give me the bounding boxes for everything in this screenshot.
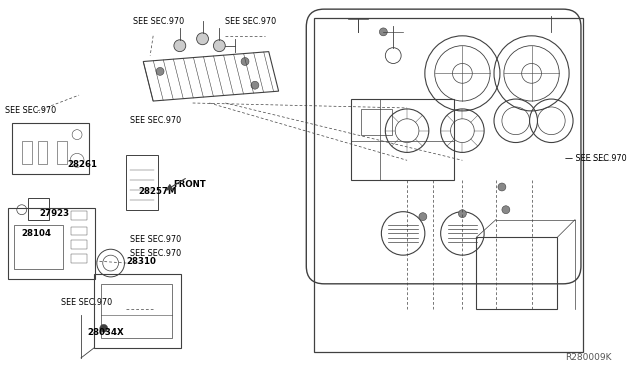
Bar: [8, 208, 95, 279]
Bar: [71, 227, 87, 235]
Text: 28261: 28261: [67, 160, 97, 169]
Text: R280009K: R280009K: [565, 353, 612, 362]
Bar: [360, 109, 392, 135]
Bar: [127, 155, 158, 210]
Circle shape: [241, 58, 249, 65]
Circle shape: [502, 206, 510, 214]
Text: 28310: 28310: [127, 257, 156, 266]
Bar: [12, 123, 89, 174]
Text: SEE SEC.970: SEE SEC.970: [5, 106, 56, 115]
Circle shape: [196, 33, 209, 45]
Bar: [28, 198, 49, 219]
Text: — SEE SEC.970: — SEE SEC.970: [565, 154, 627, 163]
Circle shape: [100, 324, 108, 332]
Circle shape: [251, 81, 259, 89]
Bar: [100, 284, 172, 338]
Bar: [314, 18, 583, 352]
Bar: [71, 254, 87, 263]
Text: SEE SEC.970: SEE SEC.970: [131, 235, 182, 244]
Bar: [22, 141, 31, 164]
Text: 28034X: 28034X: [87, 328, 124, 337]
Text: SEE SEC.970: SEE SEC.970: [61, 298, 113, 307]
Text: SEE SEC.970: SEE SEC.970: [225, 16, 276, 26]
Text: 28104: 28104: [22, 229, 52, 238]
Bar: [71, 211, 87, 219]
Text: SEE SEC.970: SEE SEC.970: [131, 249, 182, 258]
Circle shape: [458, 210, 467, 218]
Text: 28257M: 28257M: [138, 187, 177, 196]
Circle shape: [380, 28, 387, 36]
Text: FRONT: FRONT: [173, 180, 205, 189]
Text: 27923: 27923: [40, 209, 70, 218]
Bar: [476, 237, 557, 308]
Text: SEE SEC.970: SEE SEC.970: [133, 16, 184, 26]
Circle shape: [174, 40, 186, 52]
Bar: [58, 141, 67, 164]
Circle shape: [213, 40, 225, 52]
Circle shape: [419, 213, 427, 221]
Bar: [94, 274, 181, 348]
Text: SEE SEC.970: SEE SEC.970: [131, 116, 182, 125]
Bar: [38, 141, 47, 164]
Bar: [71, 240, 87, 249]
Circle shape: [156, 67, 164, 76]
Bar: [351, 99, 454, 180]
Circle shape: [498, 183, 506, 191]
Bar: [14, 225, 63, 269]
